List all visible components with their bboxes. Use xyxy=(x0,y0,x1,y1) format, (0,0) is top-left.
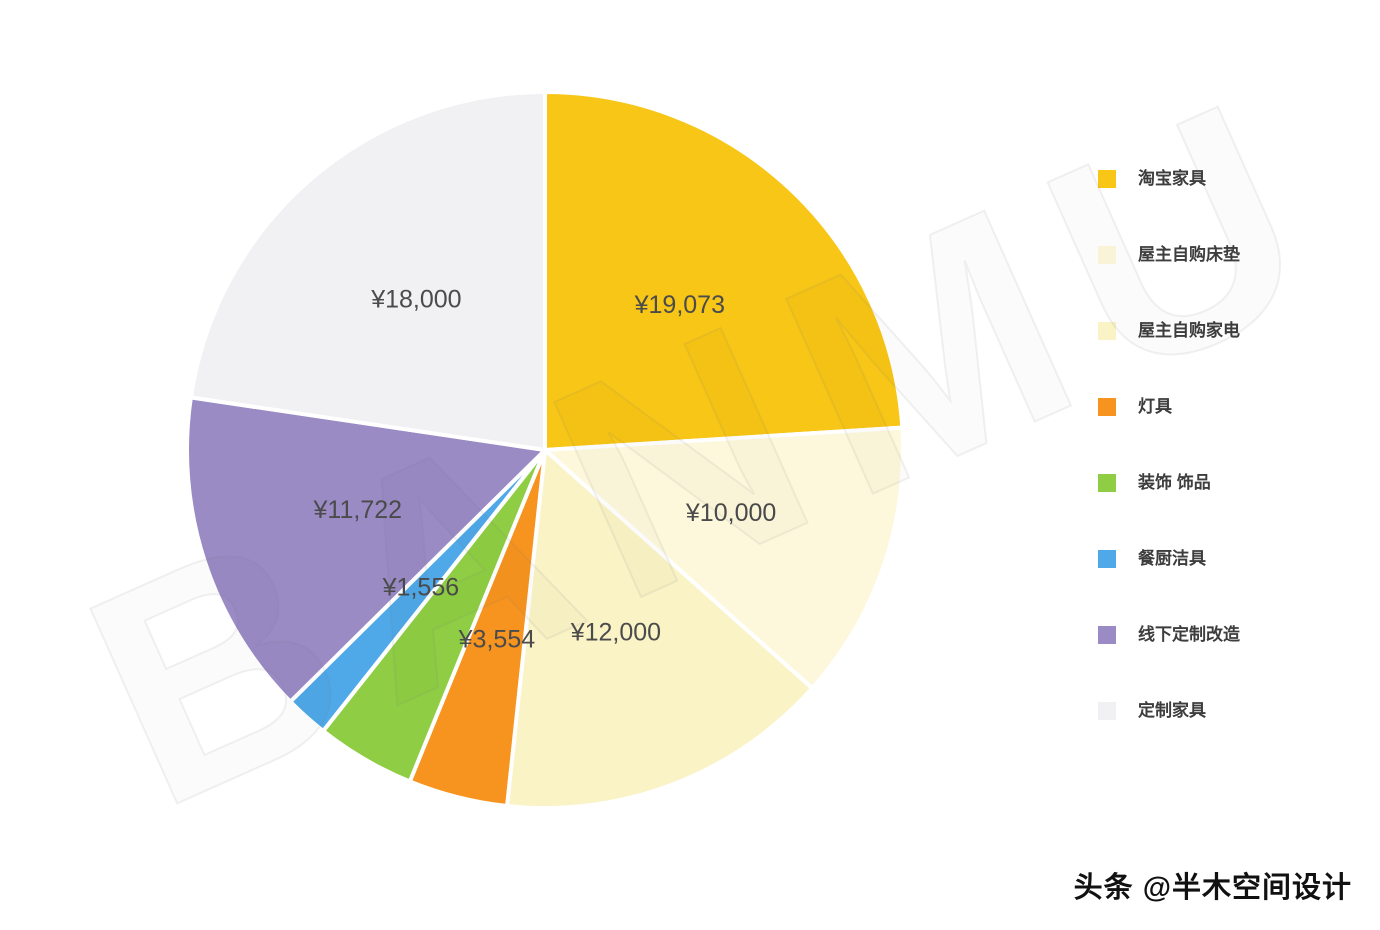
legend-swatch-icon xyxy=(1098,626,1116,644)
pie-slice-3[interactable] xyxy=(505,448,815,810)
legend-item-label: 定制家具 xyxy=(1138,701,1206,720)
legend-item-label: 淘宝家具 xyxy=(1138,169,1206,188)
legend-item-3[interactable]: 屋主自购家电 xyxy=(1098,322,1240,340)
legend-item-1[interactable]: 淘宝家具 xyxy=(1098,170,1240,188)
legend-item-label: 餐厨洁具 xyxy=(1138,549,1206,568)
legend-item-6[interactable]: 餐厨洁具 xyxy=(1098,550,1240,568)
legend-item-label: 屋主自购家电 xyxy=(1138,321,1240,340)
legend-item-label: 屋主自购床垫 xyxy=(1138,245,1240,264)
legend-swatch-icon xyxy=(1098,170,1116,188)
pie-slice-1[interactable] xyxy=(543,90,905,452)
pie-slice-7[interactable] xyxy=(185,395,547,704)
legend-item-label: 线下定制改造 xyxy=(1138,625,1240,644)
pie-slice-8[interactable] xyxy=(188,90,547,452)
pie-slice-2[interactable] xyxy=(543,425,905,691)
legend-item-2[interactable]: 屋主自购床垫 xyxy=(1098,246,1240,264)
legend-swatch-icon xyxy=(1098,474,1116,492)
legend-swatch-icon xyxy=(1098,398,1116,416)
slice-value-label: ¥11,722 xyxy=(313,496,403,524)
slice-value-label: ¥1,556 xyxy=(382,573,459,601)
slice-value-label: ¥3,554 xyxy=(458,626,536,654)
legend-swatch-icon xyxy=(1098,702,1116,720)
author-credit: 头条 @半木空间设计 xyxy=(1073,872,1352,904)
chart-legend: 淘宝家具屋主自购床垫 屋主自购家电 灯具装饰 饰品餐厨洁具线下定制改造 定制家具 xyxy=(1098,170,1240,720)
slice-value-label: ¥10,000 xyxy=(685,499,776,527)
legend-item-label: 灯具 xyxy=(1138,397,1172,416)
legend-item-label: 装饰 饰品 xyxy=(1138,473,1211,492)
legend-swatch-icon xyxy=(1098,322,1116,340)
legend-swatch-icon xyxy=(1098,550,1116,568)
legend-swatch-icon xyxy=(1098,246,1116,264)
slice-value-label: ¥18,000 xyxy=(370,286,461,314)
slice-value-label: ¥19,073 xyxy=(634,291,725,319)
legend-item-7[interactable]: 线下定制改造 xyxy=(1098,626,1240,644)
legend-item-8[interactable]: 定制家具 xyxy=(1098,702,1240,720)
legend-item-5[interactable]: 装饰 饰品 xyxy=(1098,474,1240,492)
slice-value-label: ¥12,000 xyxy=(570,618,661,646)
legend-item-4[interactable]: 灯具 xyxy=(1098,398,1240,416)
